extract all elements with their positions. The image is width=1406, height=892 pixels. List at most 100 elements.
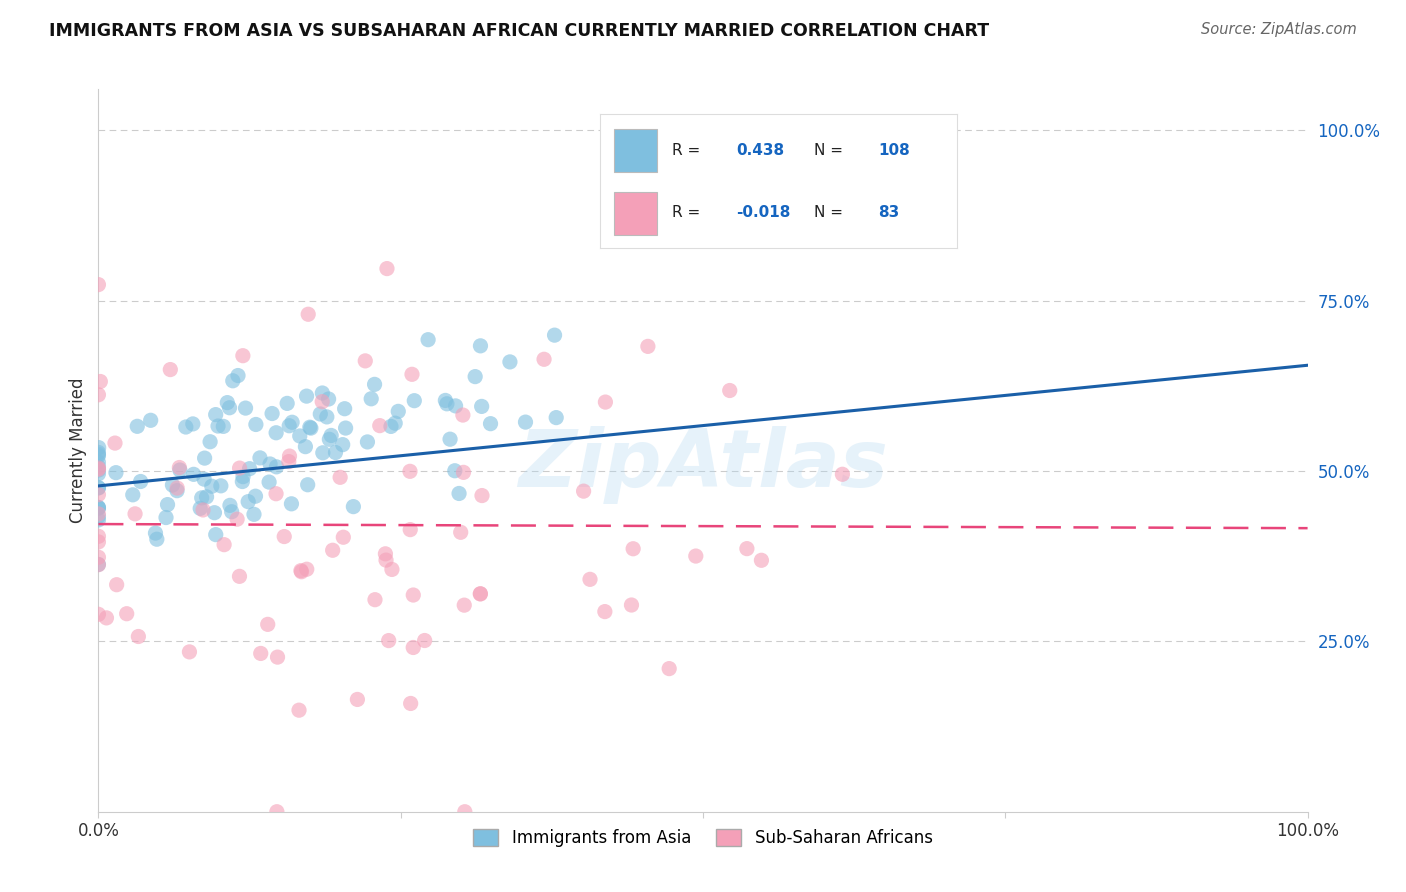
- Point: [256, 617, 278, 632]
- Point: [322, 543, 344, 558]
- Point: [321, 428, 343, 442]
- Point: [831, 467, 853, 482]
- Point: [183, 467, 205, 482]
- Point: [718, 384, 741, 398]
- Point: [238, 494, 260, 508]
- Point: [312, 446, 335, 460]
- Point: [277, 455, 299, 469]
- Point: [346, 692, 368, 706]
- Point: [360, 392, 382, 406]
- Point: [470, 587, 492, 601]
- Point: [96, 611, 118, 625]
- Point: [621, 541, 644, 556]
- Point: [363, 377, 385, 392]
- Point: [198, 434, 221, 449]
- Point: [593, 605, 616, 619]
- Point: [356, 434, 378, 449]
- Point: [87, 388, 110, 402]
- Point: [266, 650, 288, 665]
- Point: [416, 333, 439, 347]
- Point: [375, 553, 398, 567]
- Point: [226, 368, 249, 383]
- Point: [735, 541, 758, 556]
- Point: [204, 527, 226, 541]
- Point: [89, 375, 111, 389]
- Point: [262, 407, 284, 421]
- Point: [87, 463, 110, 477]
- Point: [145, 526, 167, 541]
- Text: ZipAtlas: ZipAtlas: [517, 425, 889, 504]
- Point: [159, 362, 181, 376]
- Point: [325, 445, 347, 459]
- Point: [368, 418, 391, 433]
- Point: [181, 417, 204, 431]
- Point: [399, 523, 422, 537]
- Point: [169, 463, 191, 477]
- Point: [364, 592, 387, 607]
- Point: [404, 393, 426, 408]
- Point: [139, 413, 162, 427]
- Point: [546, 410, 568, 425]
- Point: [87, 607, 110, 622]
- Point: [543, 328, 565, 343]
- Point: [264, 425, 287, 440]
- Point: [451, 408, 474, 422]
- Point: [212, 419, 235, 434]
- Point: [217, 395, 239, 409]
- Point: [194, 451, 217, 466]
- Point: [174, 420, 197, 434]
- Point: [595, 395, 617, 409]
- Point: [204, 408, 226, 422]
- Point: [278, 449, 301, 463]
- Point: [399, 697, 422, 711]
- Point: [195, 490, 218, 504]
- Point: [239, 461, 262, 475]
- Point: [620, 598, 643, 612]
- Point: [212, 538, 235, 552]
- Point: [399, 464, 422, 478]
- Point: [87, 488, 110, 502]
- Point: [332, 530, 354, 544]
- Point: [245, 489, 267, 503]
- Point: [299, 421, 322, 435]
- Point: [87, 507, 110, 521]
- Point: [401, 368, 423, 382]
- Point: [318, 432, 340, 446]
- Point: [294, 440, 316, 454]
- Point: [464, 369, 486, 384]
- Point: [499, 355, 522, 369]
- Point: [226, 512, 249, 526]
- Point: [311, 394, 333, 409]
- Point: [297, 477, 319, 491]
- Point: [127, 419, 149, 434]
- Point: [193, 472, 215, 486]
- Point: [188, 501, 211, 516]
- Point: [297, 307, 319, 321]
- Point: [335, 421, 357, 435]
- Point: [377, 633, 399, 648]
- Point: [658, 662, 681, 676]
- Point: [318, 392, 340, 406]
- Point: [249, 450, 271, 465]
- Point: [104, 466, 127, 480]
- Point: [87, 467, 110, 481]
- Point: [87, 445, 110, 459]
- Point: [228, 569, 250, 583]
- Point: [87, 441, 110, 455]
- Point: [434, 393, 457, 408]
- Point: [402, 588, 425, 602]
- Point: [146, 532, 169, 546]
- Point: [290, 565, 312, 579]
- Point: [470, 587, 492, 601]
- Point: [222, 374, 245, 388]
- Point: [218, 401, 240, 415]
- Legend: Immigrants from Asia, Sub-Saharan Africans: Immigrants from Asia, Sub-Saharan Africa…: [467, 822, 939, 854]
- Point: [298, 420, 321, 434]
- Point: [87, 461, 110, 475]
- Point: [264, 487, 287, 501]
- Point: [450, 525, 472, 540]
- Point: [104, 436, 127, 450]
- Point: [374, 547, 396, 561]
- Point: [439, 432, 461, 446]
- Point: [245, 417, 267, 432]
